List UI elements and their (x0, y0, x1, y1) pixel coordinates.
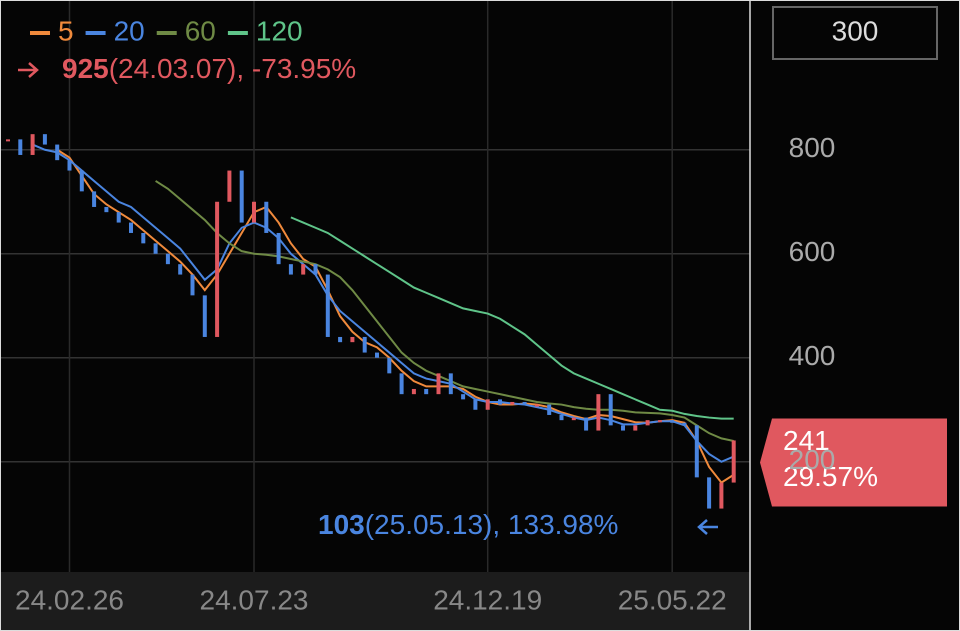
ma-line (155, 180, 734, 442)
low-text: (25.05.13), 133.98% (365, 509, 619, 540)
candle (6, 139, 10, 142)
candle (596, 394, 601, 431)
candle (362, 336, 367, 353)
candle (215, 201, 220, 337)
legend-label: 20 (114, 15, 145, 46)
candle (153, 243, 158, 254)
x-axis-band (0, 572, 750, 631)
candle (67, 160, 72, 171)
legend-label: 60 (185, 15, 216, 46)
current-change: 29.57% (783, 461, 878, 492)
candle (239, 170, 244, 223)
candle (571, 417, 576, 421)
candle (338, 336, 343, 343)
candle (42, 134, 47, 145)
candle (694, 425, 699, 478)
candle (387, 357, 392, 374)
candle (731, 440, 736, 483)
candle (104, 206, 109, 213)
candle (18, 139, 23, 155)
candle (252, 201, 256, 223)
period-button[interactable] (772, 6, 938, 60)
candle (264, 201, 269, 233)
current-price-box (760, 418, 947, 507)
y-tick-label: 400 (789, 340, 836, 371)
x-tick-label: 24.07.23 (200, 584, 309, 615)
candle (682, 422, 687, 426)
high-annotation: 925(24.03.07), -73.95% (62, 53, 356, 84)
candle (522, 401, 527, 405)
candle (719, 482, 724, 509)
low-arrow (697, 519, 718, 535)
candle (350, 336, 355, 343)
candle (670, 420, 675, 423)
low-value: 103 (318, 509, 365, 540)
candle (645, 420, 650, 426)
low-annotation: 103(25.05.13), 133.98% (318, 509, 618, 540)
candle (79, 170, 84, 192)
y-tick-label: 600 (789, 236, 836, 267)
plot (0, 0, 750, 572)
candle (313, 264, 318, 275)
y-tick-label: 200 (789, 444, 836, 475)
x-tick-label: 24.02.26 (15, 584, 124, 615)
candle (436, 373, 441, 395)
legend: 5 20 60 120 (30, 15, 303, 46)
y-tick-label: 800 (789, 132, 836, 163)
ma-line (290, 216, 734, 420)
candle (584, 417, 589, 431)
legend-label: 5 (58, 15, 74, 46)
candle (399, 373, 404, 395)
candle (547, 404, 552, 415)
candle (473, 399, 478, 410)
candle (301, 264, 306, 275)
candle (461, 394, 466, 400)
candle (559, 414, 564, 421)
candle (498, 399, 502, 405)
candle (448, 373, 453, 395)
candle (325, 274, 330, 337)
candle (707, 477, 712, 509)
candle (227, 170, 232, 202)
candle (178, 264, 183, 275)
candle (165, 253, 170, 265)
ma-line (56, 148, 735, 484)
candle (485, 399, 490, 410)
candle (55, 144, 60, 161)
current-price: 241 (783, 425, 830, 456)
candle (621, 425, 625, 431)
candle (608, 394, 613, 426)
candle (141, 232, 146, 244)
ma-line (32, 143, 735, 463)
candle (657, 420, 662, 423)
candle (424, 388, 429, 395)
candle (534, 404, 539, 407)
candle (375, 352, 379, 358)
x-tick-label: 25.05.22 (618, 584, 727, 615)
high-text: (24.03.07), -73.95% (109, 53, 357, 84)
candle (190, 274, 195, 296)
candle (510, 401, 515, 405)
candle (202, 295, 207, 337)
period-label[interactable]: 300 (832, 15, 879, 46)
high-arrow (18, 62, 39, 78)
candle (276, 232, 281, 265)
candle (116, 212, 121, 223)
candle (92, 191, 97, 207)
candle (30, 134, 35, 155)
candle (411, 388, 416, 395)
candle (633, 425, 638, 431)
legend-label: 120 (256, 15, 303, 46)
high-value: 925 (62, 53, 109, 84)
x-tick-label: 24.12.19 (433, 584, 542, 615)
candle (288, 264, 293, 275)
candle (129, 222, 133, 233)
